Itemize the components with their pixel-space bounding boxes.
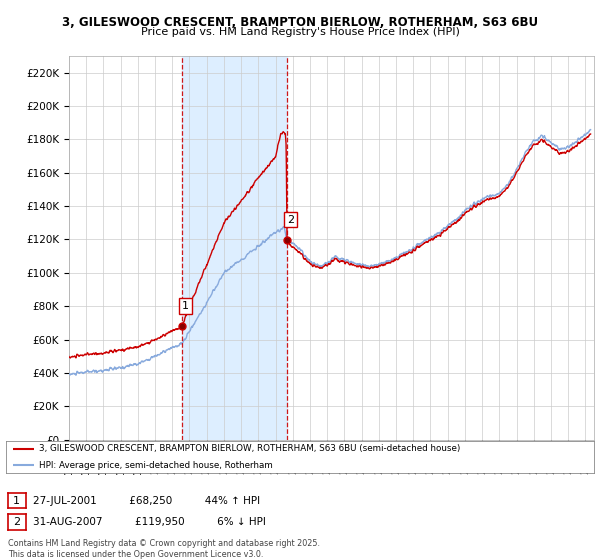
Text: HPI: Average price, semi-detached house, Rotherham: HPI: Average price, semi-detached house,… [39, 460, 272, 470]
Text: 1: 1 [182, 301, 189, 311]
Text: 31-AUG-2007          £119,950          6% ↓ HPI: 31-AUG-2007 £119,950 6% ↓ HPI [33, 517, 266, 527]
Text: 2: 2 [13, 517, 20, 527]
Text: 2: 2 [287, 214, 294, 225]
Text: Contains HM Land Registry data © Crown copyright and database right 2025.
This d: Contains HM Land Registry data © Crown c… [8, 539, 320, 559]
Text: 1: 1 [13, 496, 20, 506]
Text: 3, GILESWOOD CRESCENT, BRAMPTON BIERLOW, ROTHERHAM, S63 6BU (semi-detached house: 3, GILESWOOD CRESCENT, BRAMPTON BIERLOW,… [39, 444, 460, 454]
Text: Price paid vs. HM Land Registry's House Price Index (HPI): Price paid vs. HM Land Registry's House … [140, 27, 460, 37]
Text: 27-JUL-2001          £68,250          44% ↑ HPI: 27-JUL-2001 £68,250 44% ↑ HPI [33, 496, 260, 506]
Bar [182, 56, 287, 440]
Text: 3, GILESWOOD CRESCENT, BRAMPTON BIERLOW, ROTHERHAM, S63 6BU: 3, GILESWOOD CRESCENT, BRAMPTON BIERLOW,… [62, 16, 538, 29]
